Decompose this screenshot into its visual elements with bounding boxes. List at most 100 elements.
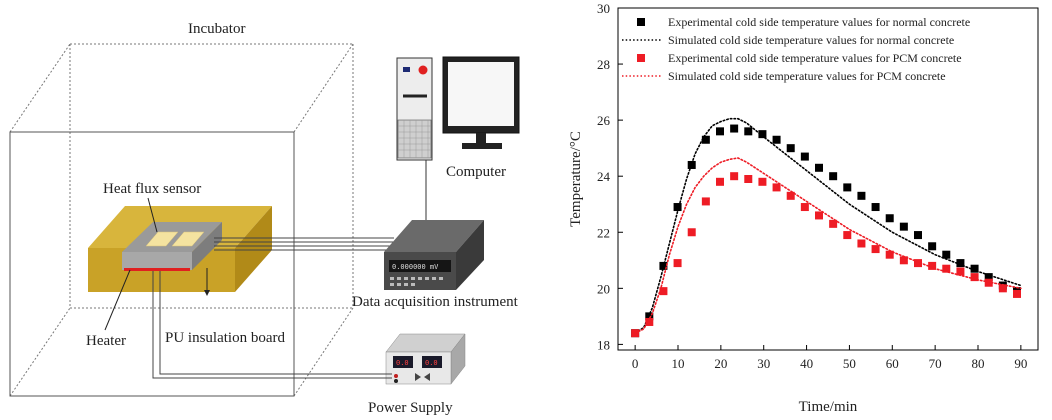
series-3-point [843,231,852,240]
series-3-point [687,228,696,237]
series-3-point [885,250,894,259]
series-1-point [786,144,795,153]
x-tick-label: 30 [757,356,770,371]
board-side [235,206,272,292]
x-tick-label: 50 [843,356,856,371]
x-tick-label: 80 [972,356,985,371]
series-1-point [885,214,894,223]
series-1-point [956,259,965,268]
legend-label-4: Simulated cold side temperature values f… [668,69,946,83]
x-tick-label: 20 [714,356,727,371]
x-tick-label: 60 [886,356,899,371]
legend-label-2: Simulated cold side temperature values f… [668,33,954,47]
series-layer [631,117,1022,338]
series-1-point [701,135,710,144]
power-supply-label: Power Supply [368,400,453,416]
heater-pointer [104,269,131,331]
y-tick-label: 26 [597,113,611,128]
y-tick-label: 18 [597,337,610,352]
series-3-point [871,245,880,254]
series-3-point [829,219,838,228]
series-3-point [730,172,739,181]
series-3-point [786,191,795,200]
legend-swatch-3 [637,54,645,62]
x-tick-label: 90 [1014,356,1027,371]
series-3-point [772,183,781,192]
series-3-point [942,264,951,273]
heat-flux-sensor-pads [145,231,205,247]
sensor-pointer [147,197,158,233]
psu-display-right: 0.0 [425,359,438,367]
pu-board-label: PU insulation board [165,330,285,346]
power-supply: 0.0 0.0 [385,333,466,385]
daq-screen [389,260,451,272]
series-3-point [744,175,753,183]
x-tick-label: 70 [929,356,942,371]
heater-label: Heater [86,333,126,349]
series-1-point [744,127,753,136]
y-tick-label: 24 [597,169,611,184]
series-3-point [998,284,1007,293]
series-3-point [956,267,965,276]
series-3-point [914,259,922,268]
incubator-label: Incubator [188,21,245,37]
psu-display-left: 0.0 [396,359,409,367]
series-3-point [970,273,979,282]
series-1-point [871,203,880,212]
legend-label-3: Experimental cold side temperature value… [668,51,962,65]
series-1-point [942,250,951,259]
series-3-point [659,287,668,296]
series-3-point [815,211,823,220]
x-tick-label: 0 [632,356,639,371]
series-1-point [843,183,852,192]
psu-display-left-bg [393,356,413,368]
series-3-point [716,177,724,186]
x-axis-label: Time/min [799,399,858,415]
series-3-point [701,197,710,206]
series-1-point [730,124,739,133]
series-1-point [716,127,724,136]
series-1-point [815,163,823,172]
legend-swatch-1 [637,18,645,26]
series-1-point [984,273,993,282]
series-4-line [634,157,1022,334]
heater-strip [124,268,190,271]
y-tick-label: 30 [597,1,610,16]
series-3-point [758,177,767,186]
incubator-front-face [9,131,295,397]
series-3-point [1013,289,1021,298]
series-3-point [899,256,908,265]
incubator-box [9,43,354,397]
series-3-point [800,203,809,212]
axis-ticks: 0 10 20 30 40 50 60 70 80 90 18 20 22 24 26 28 30 [597,1,1027,371]
y-tick-label: 28 [597,57,610,72]
series-1-point [673,203,682,212]
plot-frame [617,7,1039,351]
computer-label: Computer [446,164,506,180]
series-1-point [899,222,908,231]
heat-flux-sensor-label: Heat flux sensor [103,181,201,197]
experimental-setup-diagram: Incubator Heat flux sensor Heater PU ins… [9,21,520,416]
temperature-chart: 0 10 20 30 40 50 60 70 80 90 18 20 22 24 26 28 30 Experi… [568,1,1039,415]
x-tick-label: 10 [672,356,685,371]
legend-label-1: Experimental cold side temperature value… [668,15,970,29]
power-wires [152,271,392,379]
psu-display-right-bg [422,356,442,368]
series-1-point [829,172,838,181]
y-tick-label: 20 [597,281,610,296]
series-3-point [645,317,654,326]
series-1-point [772,135,781,144]
computer [396,56,520,222]
series-1-point [687,160,696,169]
series-3-point [928,261,937,270]
series-1-point [800,152,809,161]
x-tick-label: 40 [800,356,813,371]
series-1-point [914,231,922,240]
series-1-point [857,191,866,200]
series-1-point [758,130,767,139]
sensor-wires [214,237,394,251]
data-acquisition-label: Data acquisition instrument [352,294,519,310]
series-3-point [673,259,682,268]
y-axis-label: Temperature/°C [568,131,584,227]
series-2-line [634,117,1022,334]
